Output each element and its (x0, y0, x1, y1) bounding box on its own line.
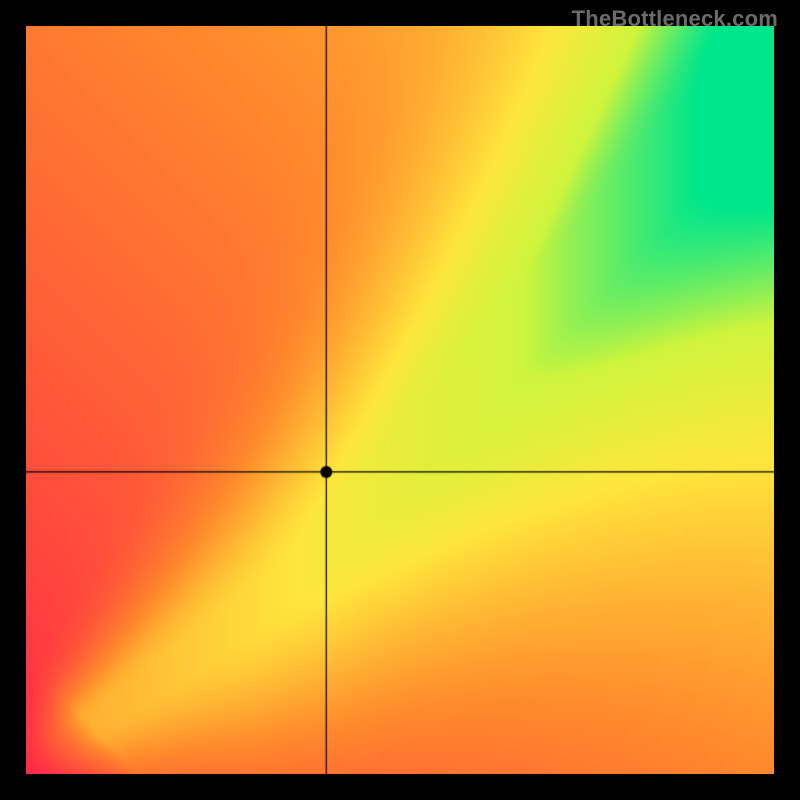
watermark-text: TheBottleneck.com (572, 6, 778, 32)
plot-area (26, 26, 774, 774)
heatmap-canvas (26, 26, 774, 774)
chart-container: TheBottleneck.com (0, 0, 800, 800)
